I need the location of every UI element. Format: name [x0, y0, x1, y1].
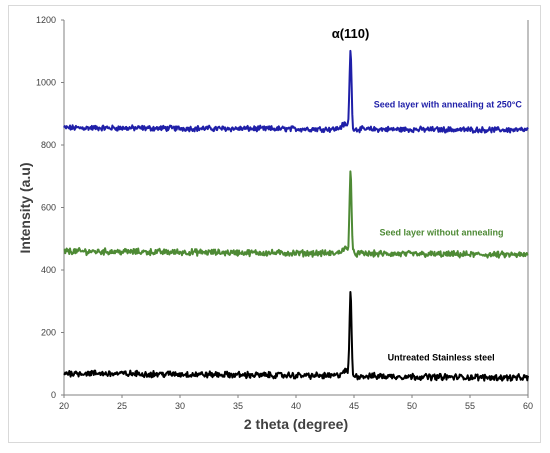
series-label-1: Seed layer with annealing at 250°C — [374, 100, 523, 110]
y-tick-label: 600 — [41, 203, 56, 213]
y-axis-title: Intensity (a.u) — [17, 162, 33, 253]
x-tick-label: 55 — [465, 401, 475, 411]
peak-annotation: α(110) — [332, 26, 370, 41]
chart-frame — [8, 5, 541, 443]
y-tick-label: 1200 — [36, 15, 56, 25]
y-tick-label: 200 — [41, 328, 56, 338]
x-tick-label: 25 — [117, 401, 127, 411]
x-tick-label: 60 — [523, 401, 533, 411]
y-tick-label: 800 — [41, 140, 56, 150]
x-axis-title: 2 theta (degree) — [244, 416, 348, 432]
series-line-1 — [63, 49, 529, 134]
x-tick-label: 45 — [349, 401, 359, 411]
y-tick-label: 0 — [51, 390, 56, 400]
axes — [63, 20, 529, 396]
series-label-3: Untreated Stainless steel — [388, 353, 495, 363]
y-tick-label: 1000 — [36, 78, 56, 88]
x-tick-label: 30 — [175, 401, 185, 411]
y-tick-label: 400 — [41, 265, 56, 275]
series-line-2 — [63, 170, 529, 259]
x-tick-label: 40 — [291, 401, 301, 411]
series-label-2: Seed layer without annealing — [380, 228, 504, 238]
series-line-3 — [63, 291, 529, 382]
x-tick-label: 20 — [59, 401, 69, 411]
x-tick-label: 35 — [233, 401, 243, 411]
x-tick-label: 50 — [407, 401, 417, 411]
series-group — [63, 49, 529, 382]
labels: Seed layer with annealing at 250°C Seed l… — [374, 100, 523, 363]
